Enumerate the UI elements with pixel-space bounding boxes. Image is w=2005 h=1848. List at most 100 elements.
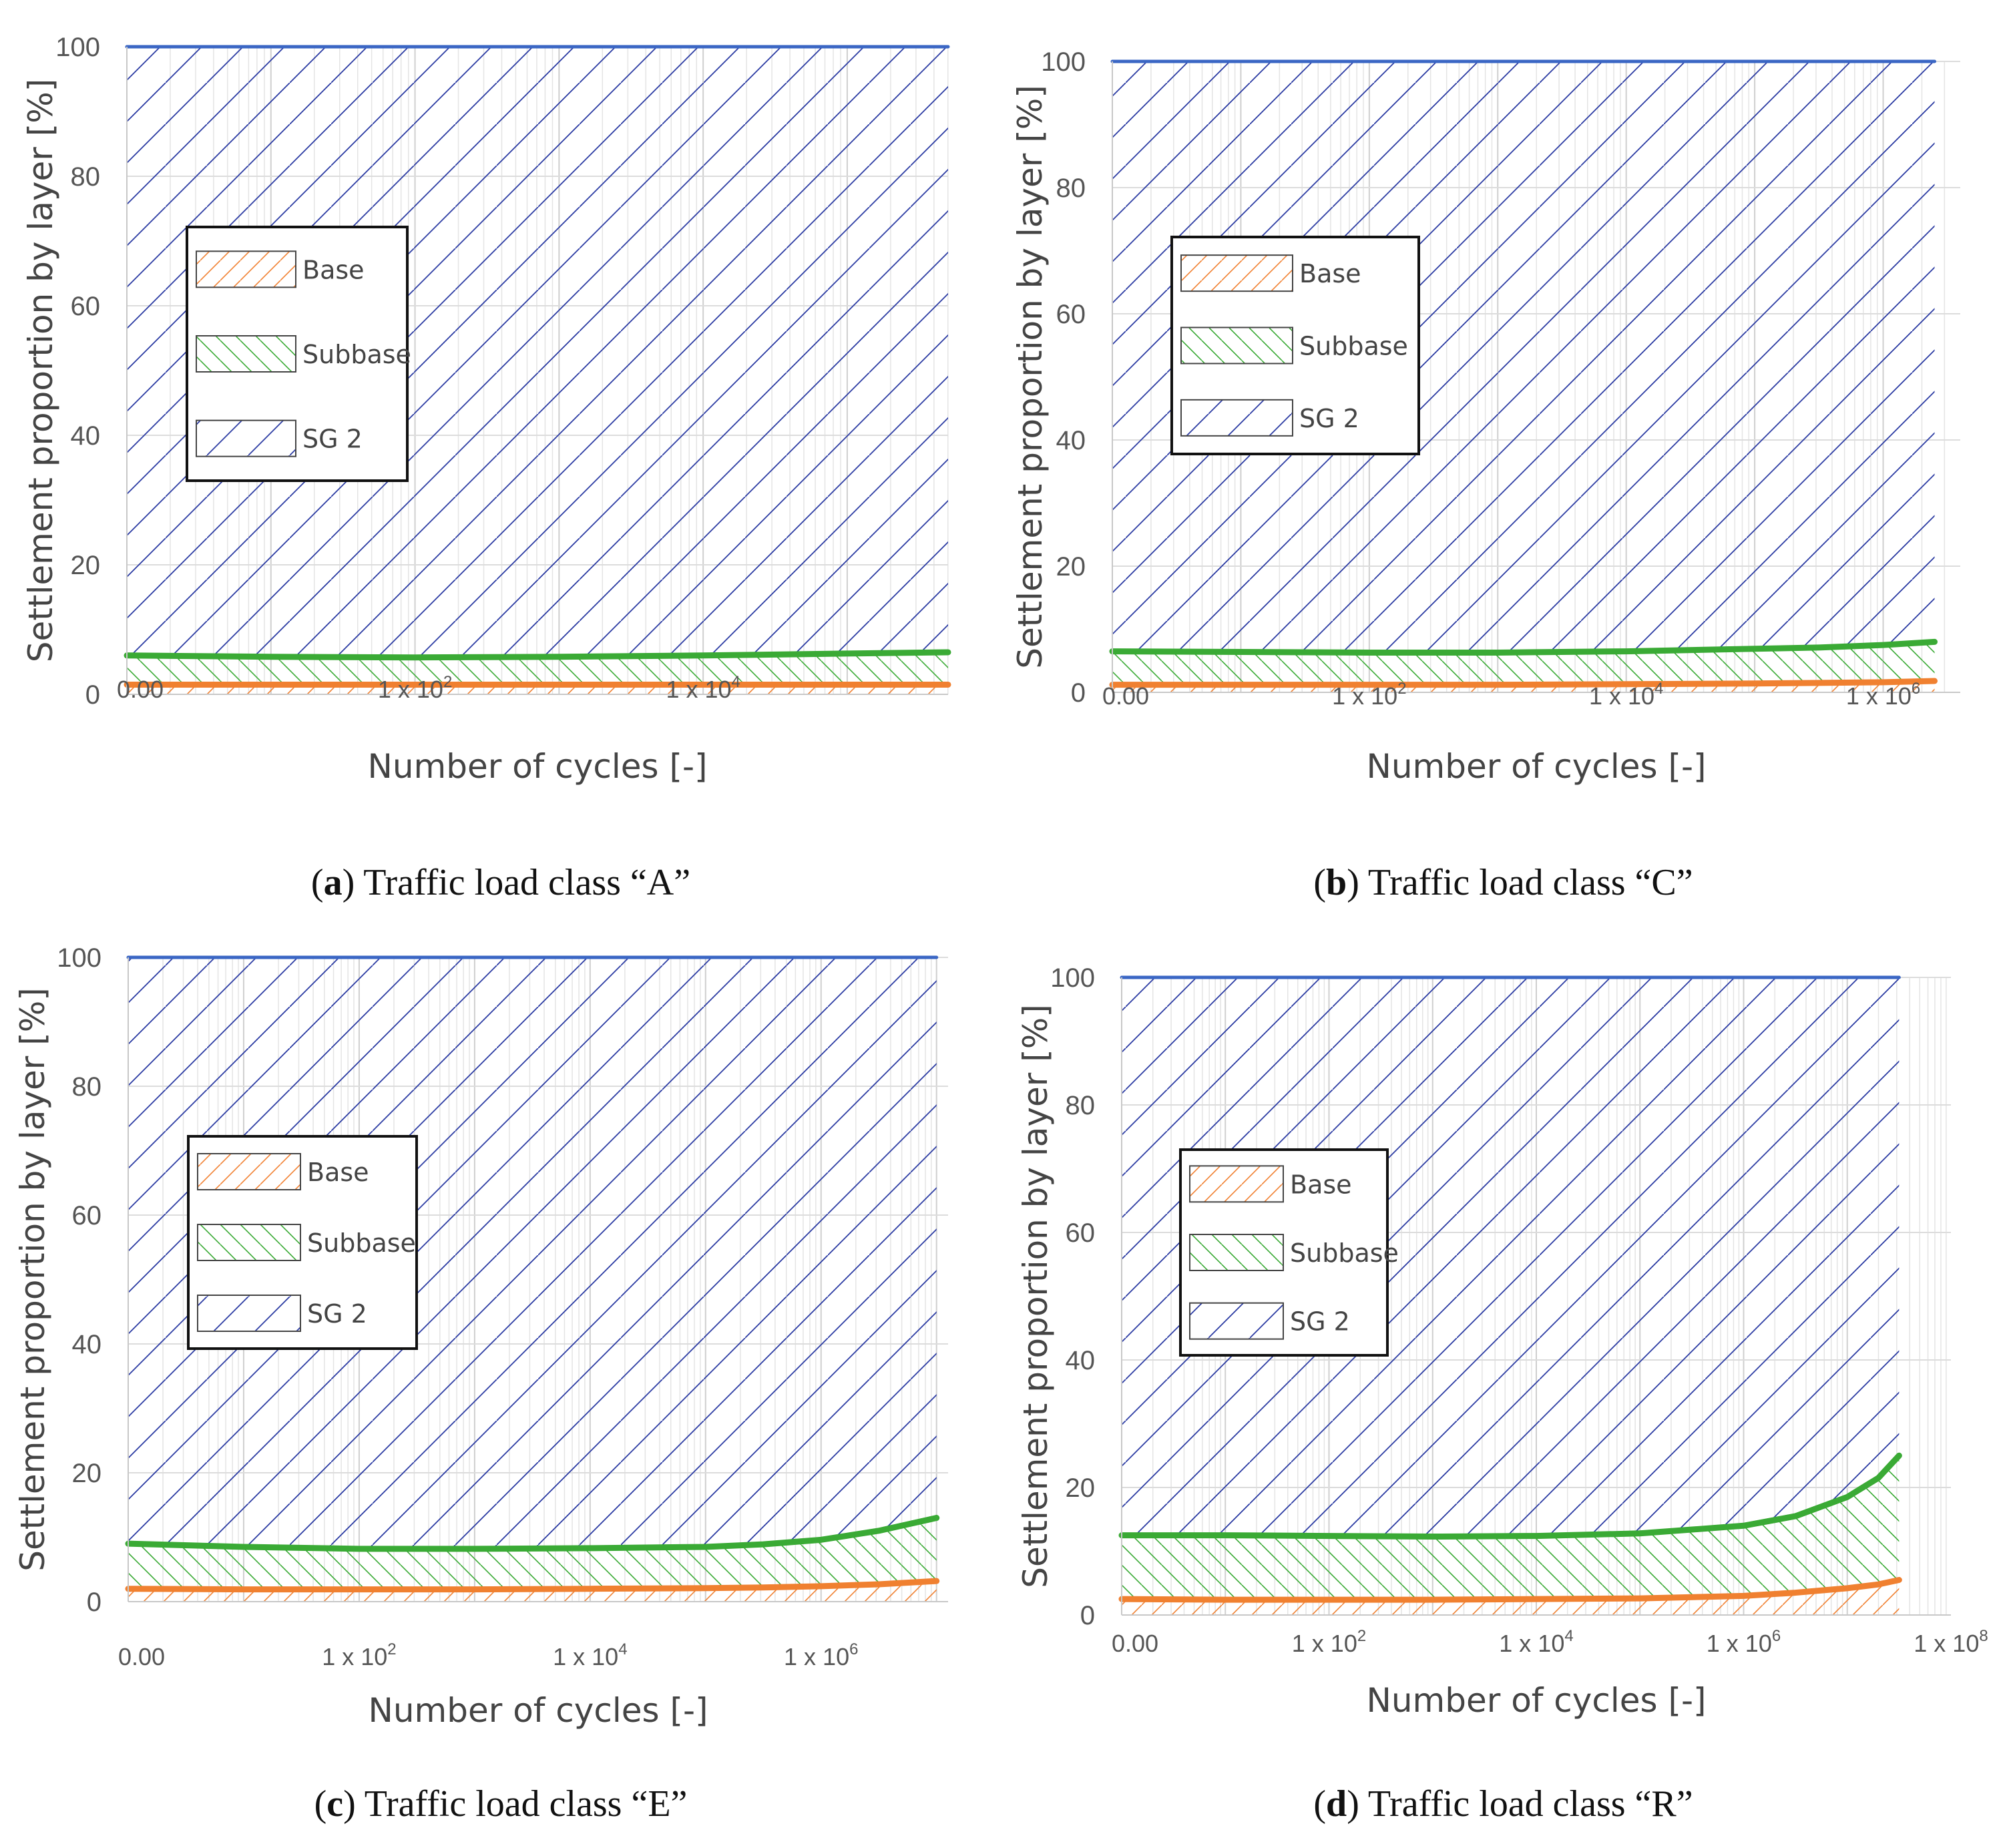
y-tick-label: 80 bbox=[72, 1072, 102, 1102]
series-line-subbase bbox=[125, 1515, 940, 1552]
caption-c-text: Traffic load class “E” bbox=[364, 1783, 688, 1825]
y-tick-label: 20 bbox=[1066, 1473, 1096, 1503]
area-subbase bbox=[128, 1518, 937, 1590]
x-tick-label: 0.00 bbox=[117, 676, 164, 703]
caption-c: (c) Traffic load class “E” bbox=[314, 1783, 688, 1825]
y-tick-label: 100 bbox=[55, 33, 100, 62]
legend: Base Subbase SG 2 bbox=[1179, 1148, 1399, 1357]
legend-swatch-sg bbox=[1180, 399, 1293, 437]
x-tick-label: 1 x 106 bbox=[1707, 1627, 1781, 1657]
x-tick-label: 1 x 108 bbox=[1914, 1627, 1988, 1657]
x-tick-label: 1 x 106 bbox=[1846, 680, 1920, 710]
y-tick-label: 80 bbox=[1066, 1091, 1096, 1120]
y-tick-label: 100 bbox=[1041, 47, 1086, 77]
legend-swatch-sg bbox=[1189, 1302, 1284, 1340]
panel-a: 0 20 40 60 80 100 0.00 1 x 102 1 x 104 Number of … bbox=[0, 0, 1001, 921]
legend-label-subbase: Subbase bbox=[1299, 332, 1408, 361]
x-axis-title: Number of cycles [-] bbox=[367, 747, 707, 786]
legend-swatch-sg bbox=[196, 419, 296, 457]
chart-b: 0 20 40 60 80 100 0.00 1 x 102 1 x 104 1 x 106 Num… bbox=[1011, 47, 1960, 786]
y-tick-label: 0 bbox=[1071, 678, 1086, 708]
caption-b-letter: b bbox=[1326, 862, 1347, 903]
legend-label-subbase: Subbase bbox=[307, 1228, 416, 1258]
legend-label-sg: SG 2 bbox=[302, 425, 363, 454]
y-axis-title: Settlement proportion by layer [%] bbox=[1011, 85, 1050, 668]
x-tick-label: 0.00 bbox=[118, 1643, 165, 1670]
legend-swatch-base bbox=[1189, 1165, 1284, 1203]
x-tick-label: 1 x 104 bbox=[553, 1640, 627, 1670]
x-axis-title: Number of cycles [-] bbox=[368, 1691, 708, 1730]
y-tick-label: 0 bbox=[1080, 1601, 1095, 1630]
legend-swatch-subbase bbox=[1180, 326, 1293, 365]
x-axis-title: Number of cycles [-] bbox=[1366, 747, 1706, 786]
series-line-subbase bbox=[1118, 1452, 1902, 1540]
series-line-base bbox=[1118, 1576, 1902, 1603]
y-tick-label: 40 bbox=[1066, 1346, 1096, 1375]
x-tick-label: 1 x 104 bbox=[666, 673, 740, 703]
x-tick-label: 1 x 102 bbox=[322, 1640, 396, 1670]
legend-swatch-base bbox=[1180, 254, 1293, 292]
y-tick-label: 40 bbox=[71, 421, 101, 451]
caption-c-letter: c bbox=[326, 1783, 344, 1825]
x-tick-label: 1 x 104 bbox=[1589, 680, 1663, 710]
x-tick-label: 1 x 102 bbox=[378, 673, 452, 703]
y-tick-label: 40 bbox=[72, 1330, 102, 1359]
y-axis-title: Settlement proportion by layer [%] bbox=[1016, 1004, 1055, 1588]
legend-label-base: Base bbox=[1299, 259, 1361, 288]
area-subbase bbox=[127, 652, 948, 685]
legend-label-sg: SG 2 bbox=[1290, 1307, 1350, 1337]
panel-b: 0 20 40 60 80 100 0.00 1 x 102 1 x 104 1 x 106 Num… bbox=[1001, 0, 2005, 921]
y-tick-label: 80 bbox=[1056, 174, 1086, 203]
caption-d-text: Traffic load class “R” bbox=[1367, 1783, 1693, 1825]
legend-label-sg: SG 2 bbox=[307, 1299, 367, 1329]
y-axis-title: Settlement proportion by layer [%] bbox=[13, 987, 52, 1571]
legend-swatch-sg bbox=[197, 1295, 301, 1332]
chart-d: 0 20 40 60 80 100 0.00 1 x 102 1 x 104 1 x 106 1 x… bbox=[1016, 963, 1988, 1720]
y-tick-label: 60 bbox=[71, 292, 101, 321]
legend-label-subbase: Subbase bbox=[302, 340, 411, 369]
caption-a-text: Traffic load class “A” bbox=[363, 862, 691, 903]
series-line-subbase bbox=[1109, 638, 1938, 656]
x-axis-title: Number of cycles [-] bbox=[1366, 1681, 1706, 1720]
legend-swatch-subbase bbox=[197, 1224, 301, 1261]
area-sg bbox=[1112, 61, 1935, 653]
y-tick-label: 60 bbox=[1066, 1218, 1096, 1248]
legend-label-base: Base bbox=[307, 1158, 369, 1187]
y-tick-label: 20 bbox=[71, 551, 101, 580]
area-sg bbox=[127, 47, 948, 658]
area-sg bbox=[1122, 977, 1900, 1537]
legend: Base Subbase SG 2 bbox=[187, 1135, 418, 1350]
y-tick-label: 0 bbox=[87, 1588, 101, 1617]
y-tick-label: 60 bbox=[1056, 300, 1086, 329]
area-subbase bbox=[1122, 1455, 1900, 1600]
y-tick-label: 100 bbox=[57, 943, 101, 973]
legend-label-base: Base bbox=[302, 255, 365, 284]
legend-swatch-base bbox=[196, 250, 296, 288]
legend-swatch-base bbox=[197, 1153, 301, 1190]
legend: Base Subbase SG 2 bbox=[1170, 236, 1420, 455]
y-tick-label: 80 bbox=[71, 162, 101, 192]
legend: Base Subbase SG 2 bbox=[186, 226, 411, 482]
panel-d: 0 20 40 60 80 100 0.00 1 x 102 1 x 104 1 x 106 1 x… bbox=[1001, 924, 2005, 1848]
area-sg bbox=[128, 957, 937, 1549]
x-tick-label: 0.00 bbox=[1102, 682, 1149, 710]
caption-d: (d) Traffic load class “R” bbox=[1313, 1783, 1693, 1825]
legend-label-subbase: Subbase bbox=[1290, 1238, 1399, 1268]
series-line-base bbox=[125, 1578, 940, 1593]
caption-b-text: Traffic load class “C” bbox=[1367, 862, 1693, 903]
panel-c: 0 20 40 60 80 100 0.00 1 x 102 1 x 104 1 x 106 Num… bbox=[0, 924, 1001, 1848]
y-tick-label: 60 bbox=[72, 1201, 102, 1230]
y-tick-label: 0 bbox=[85, 680, 100, 710]
legend-swatch-subbase bbox=[196, 335, 296, 373]
chart-a: 0 20 40 60 80 100 0.00 1 x 102 1 x 104 Number of … bbox=[21, 33, 951, 786]
series-line-subbase bbox=[124, 649, 951, 661]
chart-c: 0 20 40 60 80 100 0.00 1 x 102 1 x 104 1 x 106 Num… bbox=[13, 943, 948, 1730]
y-tick-label: 40 bbox=[1056, 426, 1086, 455]
y-axis-title: Settlement proportion by layer [%] bbox=[21, 79, 60, 662]
caption-d-letter: d bbox=[1326, 1783, 1347, 1825]
x-tick-label: 1 x 104 bbox=[1499, 1627, 1573, 1657]
y-tick-label: 20 bbox=[1056, 552, 1086, 582]
x-tick-label: 1 x 102 bbox=[1292, 1627, 1366, 1657]
x-tick-label: 1 x 102 bbox=[1332, 680, 1406, 710]
